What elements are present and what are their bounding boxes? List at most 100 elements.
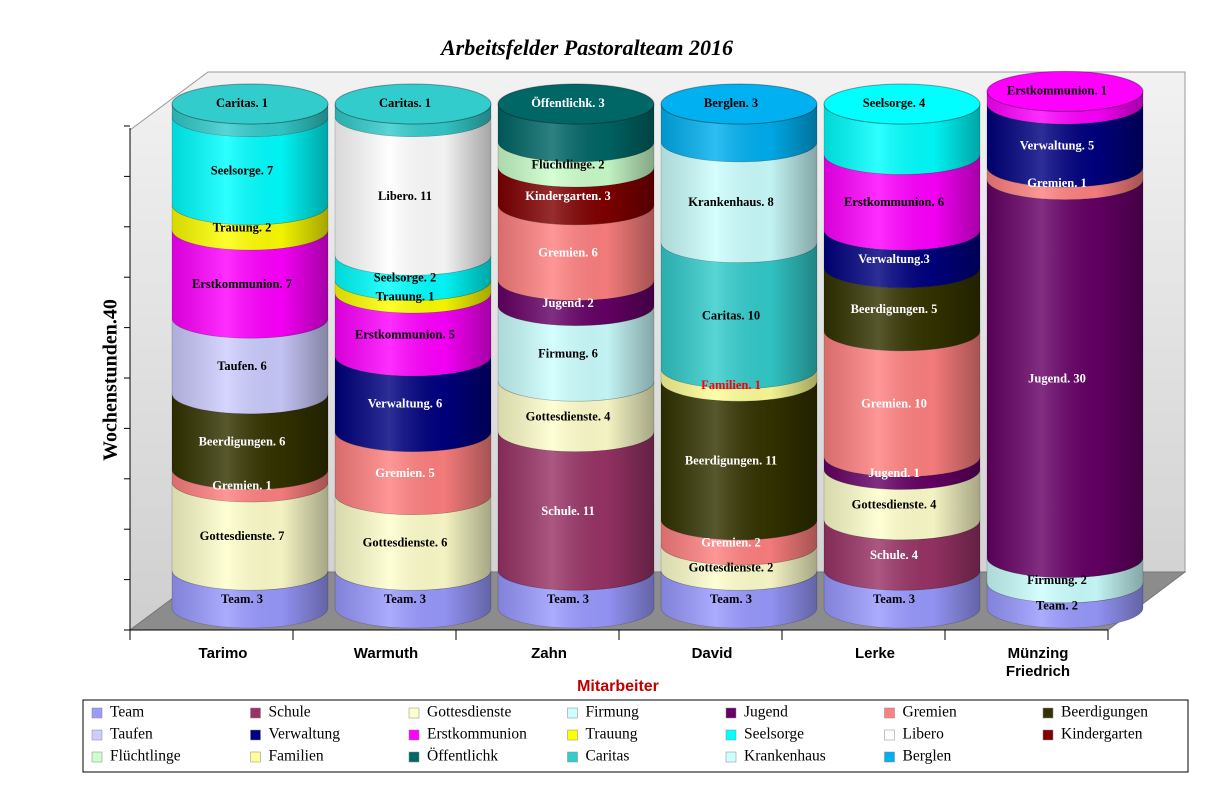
legend-label: Familien <box>269 748 324 765</box>
legend-label: Taufen <box>110 726 153 743</box>
data-label: Caritas. 1 <box>216 96 268 110</box>
legend-swatch <box>567 729 578 741</box>
data-label: Jugend. 2 <box>542 296 593 310</box>
data-label: Kindergarten. 3 <box>525 189 610 203</box>
legend-label: Kindergarten <box>1061 726 1143 743</box>
legend-label: Trauung <box>586 726 638 743</box>
legend-label: Firmung <box>586 704 640 721</box>
legend-swatch <box>884 729 895 741</box>
legend-swatch <box>884 707 895 719</box>
data-label: Verwaltung.3 <box>858 252 929 266</box>
data-label: Team. 3 <box>873 592 915 606</box>
legend-swatch <box>408 751 420 763</box>
data-label: Verwaltung. 6 <box>368 397 443 411</box>
legend-label: Schule <box>269 704 311 721</box>
data-label: Schule. 4 <box>870 548 919 562</box>
legend-swatch <box>91 707 103 719</box>
data-label: Krankenhaus. 8 <box>688 195 773 209</box>
segment-top <box>660 83 818 125</box>
legend-swatch <box>567 707 578 719</box>
data-label: Gremien. 1 <box>1027 176 1086 190</box>
data-label: Team. 3 <box>221 592 263 606</box>
data-label: Team. 3 <box>710 592 752 606</box>
x-tick-label: Lerke <box>854 645 896 662</box>
legend-swatch <box>725 729 737 741</box>
legend-swatch <box>250 729 261 741</box>
data-label: Erstkommunion. 7 <box>192 277 292 291</box>
data-label: Jugend. 1 <box>868 466 919 480</box>
data-label: Gremien. 5 <box>375 466 434 480</box>
data-label: Erstkommunion. 5 <box>355 327 455 341</box>
legend-swatch <box>1042 707 1054 719</box>
x-tick-label: Tarimo <box>198 645 248 662</box>
data-label: Öffentlichk. 3 <box>531 96 605 110</box>
cylinder-shading <box>335 104 491 628</box>
legend-swatch <box>408 707 420 719</box>
data-label: Libero. 11 <box>378 189 432 203</box>
x-tick-label: Münzing Friedrich <box>1005 645 1071 680</box>
cylinder-shading <box>498 104 654 628</box>
legend-label: Beerdigungen <box>1061 704 1148 721</box>
legend-swatch <box>1042 729 1054 741</box>
legend-label: Erstkommunion <box>427 726 527 743</box>
data-label: Verwaltung. 5 <box>1020 138 1095 152</box>
data-label: Caritas. 10 <box>702 308 760 322</box>
legend-swatch <box>250 707 261 719</box>
legend-label: Flüchtlinge <box>110 748 181 765</box>
legend-label: Seelsorge <box>744 726 804 743</box>
data-label: Gottesdienste. 4 <box>852 497 937 511</box>
legend-swatch <box>884 751 895 763</box>
legend-label: Gottesdienste <box>427 704 511 721</box>
data-label: Schule. 11 <box>541 504 595 518</box>
legend-swatch <box>91 729 103 741</box>
legend-label: Caritas <box>586 748 630 765</box>
legend-label: Krankenhaus <box>744 748 826 765</box>
segment-top <box>986 70 1144 112</box>
data-label: Gottesdienste. 4 <box>526 409 611 423</box>
data-label: Seelsorge. 7 <box>211 164 273 178</box>
data-label: Gremien. 1 <box>212 479 271 493</box>
segment-top <box>497 83 655 125</box>
chart-title: Arbeitsfelder Pastoralteam 2016 <box>439 35 733 60</box>
segment-top <box>171 83 329 125</box>
legend-label: Berglen <box>903 748 952 765</box>
x-tick-label: David <box>691 645 733 662</box>
legend-swatch <box>725 707 737 719</box>
legend-label: Öffentlichk <box>427 748 498 765</box>
data-label: Erstkommunion. 6 <box>844 195 944 209</box>
data-label: Seelsorge. 2 <box>374 271 436 285</box>
data-label: Seelsorge. 4 <box>863 96 926 110</box>
cylinder-shading <box>824 104 980 628</box>
legend-label: Libero <box>903 726 945 743</box>
data-label: Gottesdienste. 6 <box>363 535 448 549</box>
data-label: Gremien. 6 <box>538 245 597 259</box>
data-label: Jugend. 30 <box>1028 371 1086 385</box>
y-axis-title: Wochenstunden.40 <box>100 299 122 461</box>
segment-top <box>823 83 981 125</box>
legend-label: Verwaltung <box>269 726 341 743</box>
data-label: Caritas. 1 <box>379 96 431 110</box>
segment-top <box>334 83 492 125</box>
cylinder-shading <box>987 91 1143 628</box>
data-label: Firmung. 6 <box>538 346 598 360</box>
cylinder-shading <box>172 104 328 628</box>
legend-swatch <box>567 751 578 763</box>
legend-label: Team <box>110 704 144 721</box>
data-label: Berglen. 3 <box>704 96 758 110</box>
x-tick-label: Warmuth <box>353 645 419 662</box>
legend-swatch <box>250 751 261 763</box>
legend-swatch <box>725 751 737 763</box>
cylinder-shading <box>661 104 817 628</box>
data-label: Trauung. 1 <box>376 290 435 304</box>
data-label: Gremien. 10 <box>861 397 927 411</box>
data-label: Taufen. 6 <box>217 359 267 373</box>
data-label: Gremien. 2 <box>701 535 760 549</box>
legend-label: Gremien <box>903 704 957 721</box>
data-label: Firmung. 2 <box>1027 573 1087 587</box>
legend-label: Jugend <box>744 704 788 721</box>
x-axis-title: Mitarbeiter <box>577 678 659 695</box>
legend-swatch <box>408 729 420 741</box>
data-label: Flüchtlinge. 2 <box>532 157 605 171</box>
